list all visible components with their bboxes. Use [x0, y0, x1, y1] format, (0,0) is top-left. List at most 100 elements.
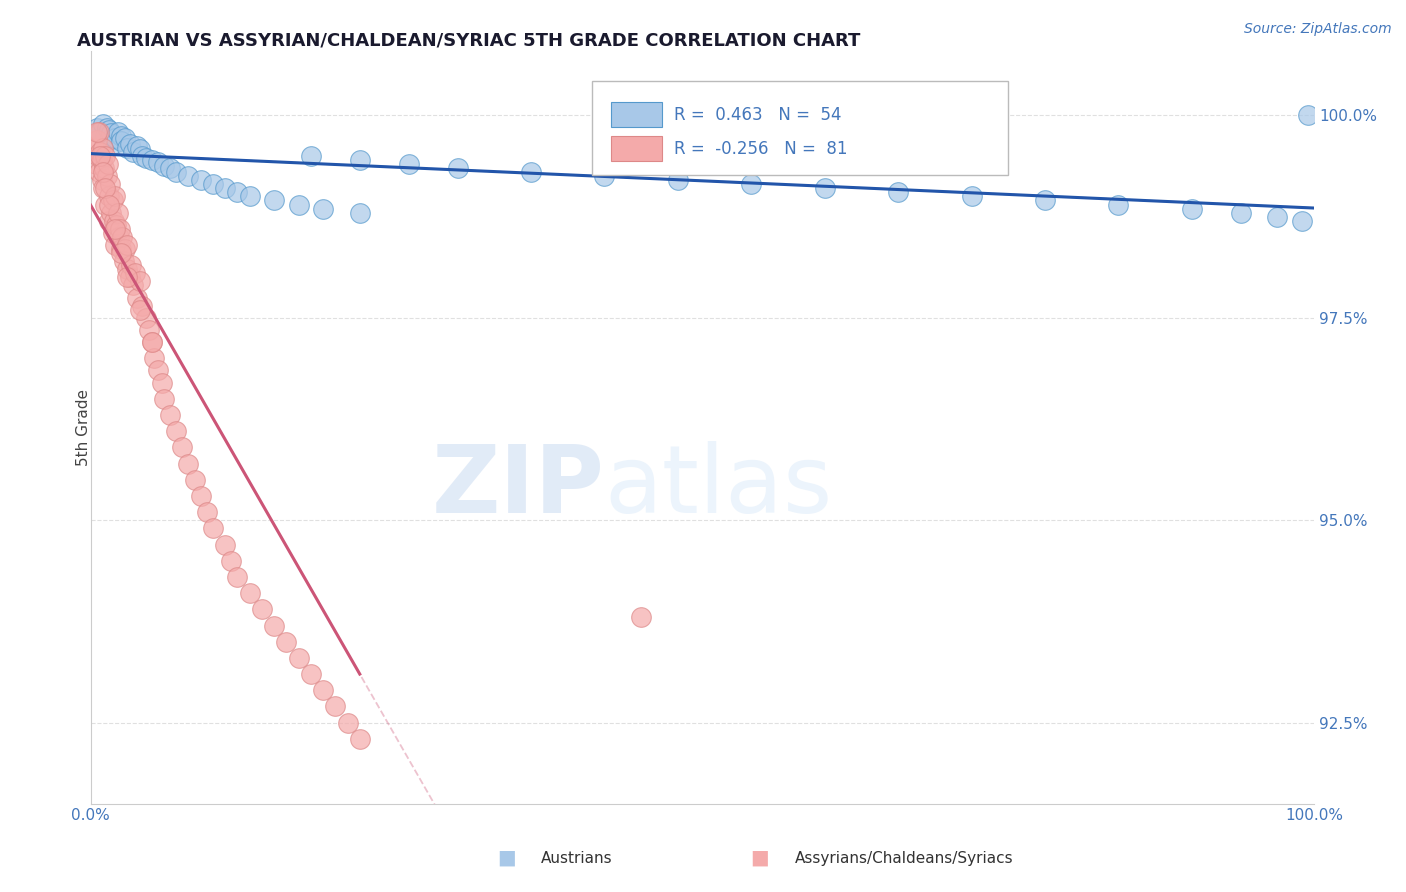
Point [107, 125, 129, 139]
Point [94, 181, 117, 195]
Point [93, 161, 115, 175]
Point [299, 667, 322, 681]
Point [1296, 108, 1319, 122]
Point [135, 151, 157, 165]
Point [98, 197, 121, 211]
Point [131, 299, 153, 313]
Point [143, 351, 166, 366]
Text: R =  0.463   N =  54: R = 0.463 N = 54 [675, 105, 842, 124]
Point [349, 153, 371, 167]
Point [105, 218, 128, 232]
Point [91, 141, 114, 155]
Point [100, 205, 122, 219]
Point [104, 221, 127, 235]
Point [141, 335, 163, 350]
Point [214, 537, 236, 551]
Point [226, 570, 249, 584]
Point [118, 136, 141, 151]
Point [593, 169, 616, 183]
Point [336, 715, 359, 730]
Point [110, 246, 132, 260]
Point [239, 189, 262, 203]
Point [104, 189, 127, 203]
Point [190, 489, 212, 503]
FancyBboxPatch shape [610, 136, 662, 161]
Point [98, 178, 121, 192]
Point [94, 149, 117, 163]
Point [110, 128, 132, 143]
Point [447, 161, 470, 175]
Point [201, 178, 224, 192]
Point [117, 262, 139, 277]
Point [299, 149, 322, 163]
FancyBboxPatch shape [592, 81, 1008, 175]
Point [86, 120, 108, 135]
Text: atlas: atlas [605, 442, 832, 533]
Point [177, 457, 200, 471]
Point [122, 278, 145, 293]
Point [89, 145, 111, 159]
Point [94, 128, 117, 143]
Point [195, 505, 218, 519]
Point [89, 125, 111, 139]
Y-axis label: 5th Grade: 5th Grade [76, 389, 91, 466]
Point [101, 226, 124, 240]
Point [263, 194, 285, 208]
Point [183, 473, 205, 487]
Point [263, 618, 285, 632]
Point [153, 392, 176, 406]
Point [131, 149, 153, 163]
Point [117, 141, 139, 155]
Point [276, 634, 298, 648]
Point [83, 141, 105, 155]
Text: Source: ZipAtlas.com: Source: ZipAtlas.com [1244, 22, 1392, 37]
Point [94, 197, 117, 211]
Text: Assyrians/Chaldeans/Syriacs: Assyrians/Chaldeans/Syriacs [794, 851, 1012, 865]
Point [226, 186, 249, 200]
Point [96, 169, 118, 183]
Point [110, 242, 132, 256]
Point [89, 149, 111, 163]
Text: ▪: ▪ [496, 844, 516, 872]
Point [91, 165, 114, 179]
Point [91, 117, 114, 131]
Point [349, 731, 371, 746]
Point [108, 221, 131, 235]
Point [98, 133, 121, 147]
Point [520, 165, 543, 179]
Point [960, 189, 983, 203]
Point [153, 159, 176, 173]
Point [118, 270, 141, 285]
Text: ZIP: ZIP [432, 442, 605, 533]
Point [814, 181, 837, 195]
Point [150, 376, 173, 390]
Point [250, 602, 273, 616]
Point [87, 149, 110, 163]
Point [165, 165, 187, 179]
Point [103, 213, 125, 227]
Point [128, 143, 150, 157]
Point [86, 125, 108, 139]
Point [107, 230, 129, 244]
Point [159, 161, 181, 175]
Point [221, 554, 243, 568]
Point [1033, 194, 1056, 208]
Point [90, 173, 112, 187]
Point [98, 189, 121, 203]
FancyBboxPatch shape [610, 102, 662, 128]
Point [89, 125, 111, 139]
Point [135, 310, 157, 325]
Point [146, 363, 169, 377]
Point [98, 213, 121, 227]
Point [104, 238, 127, 252]
Point [101, 194, 124, 208]
Point [349, 205, 371, 219]
Point [1229, 205, 1251, 219]
Point [312, 683, 335, 698]
Point [239, 586, 262, 600]
Point [84, 157, 107, 171]
Point [114, 242, 136, 256]
Point [110, 134, 132, 148]
Point [323, 699, 346, 714]
Point [141, 153, 163, 167]
